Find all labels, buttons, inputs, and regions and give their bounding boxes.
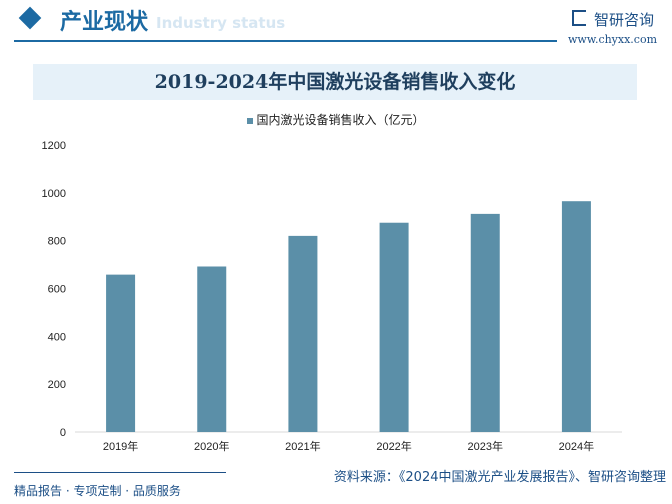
bar-2024年	[561, 201, 591, 432]
y-tick-label: 1000	[42, 188, 66, 200]
footer-divider	[14, 472, 226, 473]
section-subtitle: Industry status	[156, 14, 286, 32]
x-tick-label: 2024年	[559, 439, 594, 453]
section-title: 产业现状	[60, 10, 149, 35]
logo-icon	[572, 10, 586, 26]
header-divider	[14, 40, 557, 42]
bar-2020年	[197, 266, 227, 432]
legend: 国内激光设备销售收入（亿元）	[0, 111, 672, 128]
source-note: 资料来源：《2024中国激光产业发展报告》、智研咨询整理	[333, 470, 666, 485]
footer-tagline: 精品报告 · 专项定制 · 品质服务	[14, 484, 181, 498]
bar-2023年	[470, 213, 500, 432]
y-tick-label: 600	[48, 284, 66, 296]
bar-2021年	[288, 235, 318, 432]
y-tick-label: 400	[48, 331, 66, 343]
legend-swatch	[247, 117, 254, 124]
logo-url: www.chyxx.com	[568, 33, 658, 46]
y-tick-label: 800	[48, 236, 66, 248]
y-tick-label: 1200	[42, 140, 66, 152]
logo-text: 智研咨询	[594, 11, 655, 29]
y-tick-label: 0	[60, 427, 66, 439]
x-tick-label: 2023年	[468, 439, 503, 453]
bar-2022年	[379, 222, 409, 432]
x-tick-label: 2020年	[194, 439, 229, 453]
chart-title-box: 2019-2024年中国激光设备销售收入变化	[33, 64, 637, 100]
x-tick-label: 2022年	[376, 439, 411, 453]
y-tick-label: 200	[48, 379, 66, 391]
x-tick-label: 2021年	[285, 439, 320, 453]
legend-label: 国内激光设备销售收入（亿元）	[256, 113, 425, 127]
bar-2019年	[106, 274, 136, 432]
chart-title: 2019-2024年中国激光设备销售收入变化	[154, 71, 516, 93]
x-tick-label: 2019年	[103, 439, 138, 453]
